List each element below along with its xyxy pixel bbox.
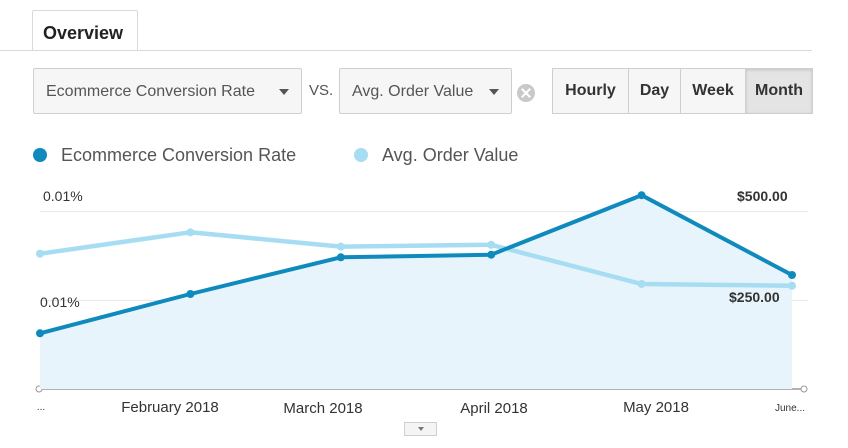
left-axis-tick-label: 0.01%: [43, 188, 83, 204]
data-point: [186, 228, 195, 237]
left-axis-tick-label: 0.01%: [40, 294, 80, 310]
legend-item-conversion-rate: Ecommerce Conversion Rate: [33, 143, 333, 167]
primary-metric-value: Ecommerce Conversion Rate: [46, 83, 255, 100]
series-line: [38, 193, 794, 336]
data-point: [637, 279, 646, 288]
legend-item-avg-order-value: Avg. Order Value: [354, 143, 554, 167]
data-point: [487, 250, 496, 259]
data-point: [487, 240, 496, 249]
granularity-week-button[interactable]: Week: [680, 68, 746, 114]
data-point: [336, 253, 345, 262]
series-line: [37, 230, 795, 288]
secondary-metric-select[interactable]: Avg. Order Value: [339, 68, 512, 114]
x-axis-tick-label: ...: [36, 402, 46, 413]
chevron-down-icon: [279, 89, 289, 95]
granularity-month-button[interactable]: Month: [745, 68, 813, 114]
series-area: [40, 195, 792, 389]
legend-dot-icon: [33, 148, 47, 162]
line-chart: [35, 191, 808, 393]
data-point: [336, 242, 345, 251]
data-point: [788, 281, 796, 290]
legend-label: Avg. Order Value: [382, 145, 519, 165]
data-point: [36, 249, 44, 258]
data-point: [36, 329, 44, 338]
clear-icon[interactable]: [517, 84, 535, 102]
granularity-toggle: Hourly Day Week Month: [552, 68, 813, 114]
data-point: [186, 290, 195, 298]
axis-end-handle: [800, 385, 808, 393]
x-axis-tick-label: June...: [774, 403, 806, 414]
x-axis-tick-label: May 2018: [623, 399, 689, 416]
right-axis-tick-label: $500.00: [737, 188, 788, 204]
vs-label: VS.: [309, 82, 334, 99]
x-axis-tick-label: February 2018: [121, 399, 219, 416]
legend-label: Ecommerce Conversion Rate: [61, 145, 297, 165]
data-point: [788, 271, 796, 279]
chevron-down-icon: [489, 89, 499, 95]
granularity-hourly-button[interactable]: Hourly: [552, 68, 629, 114]
tab-bar: Overview: [0, 8, 812, 51]
x-axis-tick-label: March 2018: [283, 400, 363, 417]
tab-overview[interactable]: Overview: [32, 10, 138, 50]
right-axis-tick-label: $250.00: [729, 289, 780, 305]
granularity-day-button[interactable]: Day: [628, 68, 681, 114]
secondary-metric-value: Avg. Order Value: [352, 83, 474, 100]
chart-scroll-handle[interactable]: [404, 422, 437, 436]
data-point: [637, 191, 646, 200]
primary-metric-select[interactable]: Ecommerce Conversion Rate: [33, 68, 302, 114]
legend-dot-icon: [354, 148, 368, 162]
x-axis-tick-label: April 2018: [460, 400, 528, 417]
